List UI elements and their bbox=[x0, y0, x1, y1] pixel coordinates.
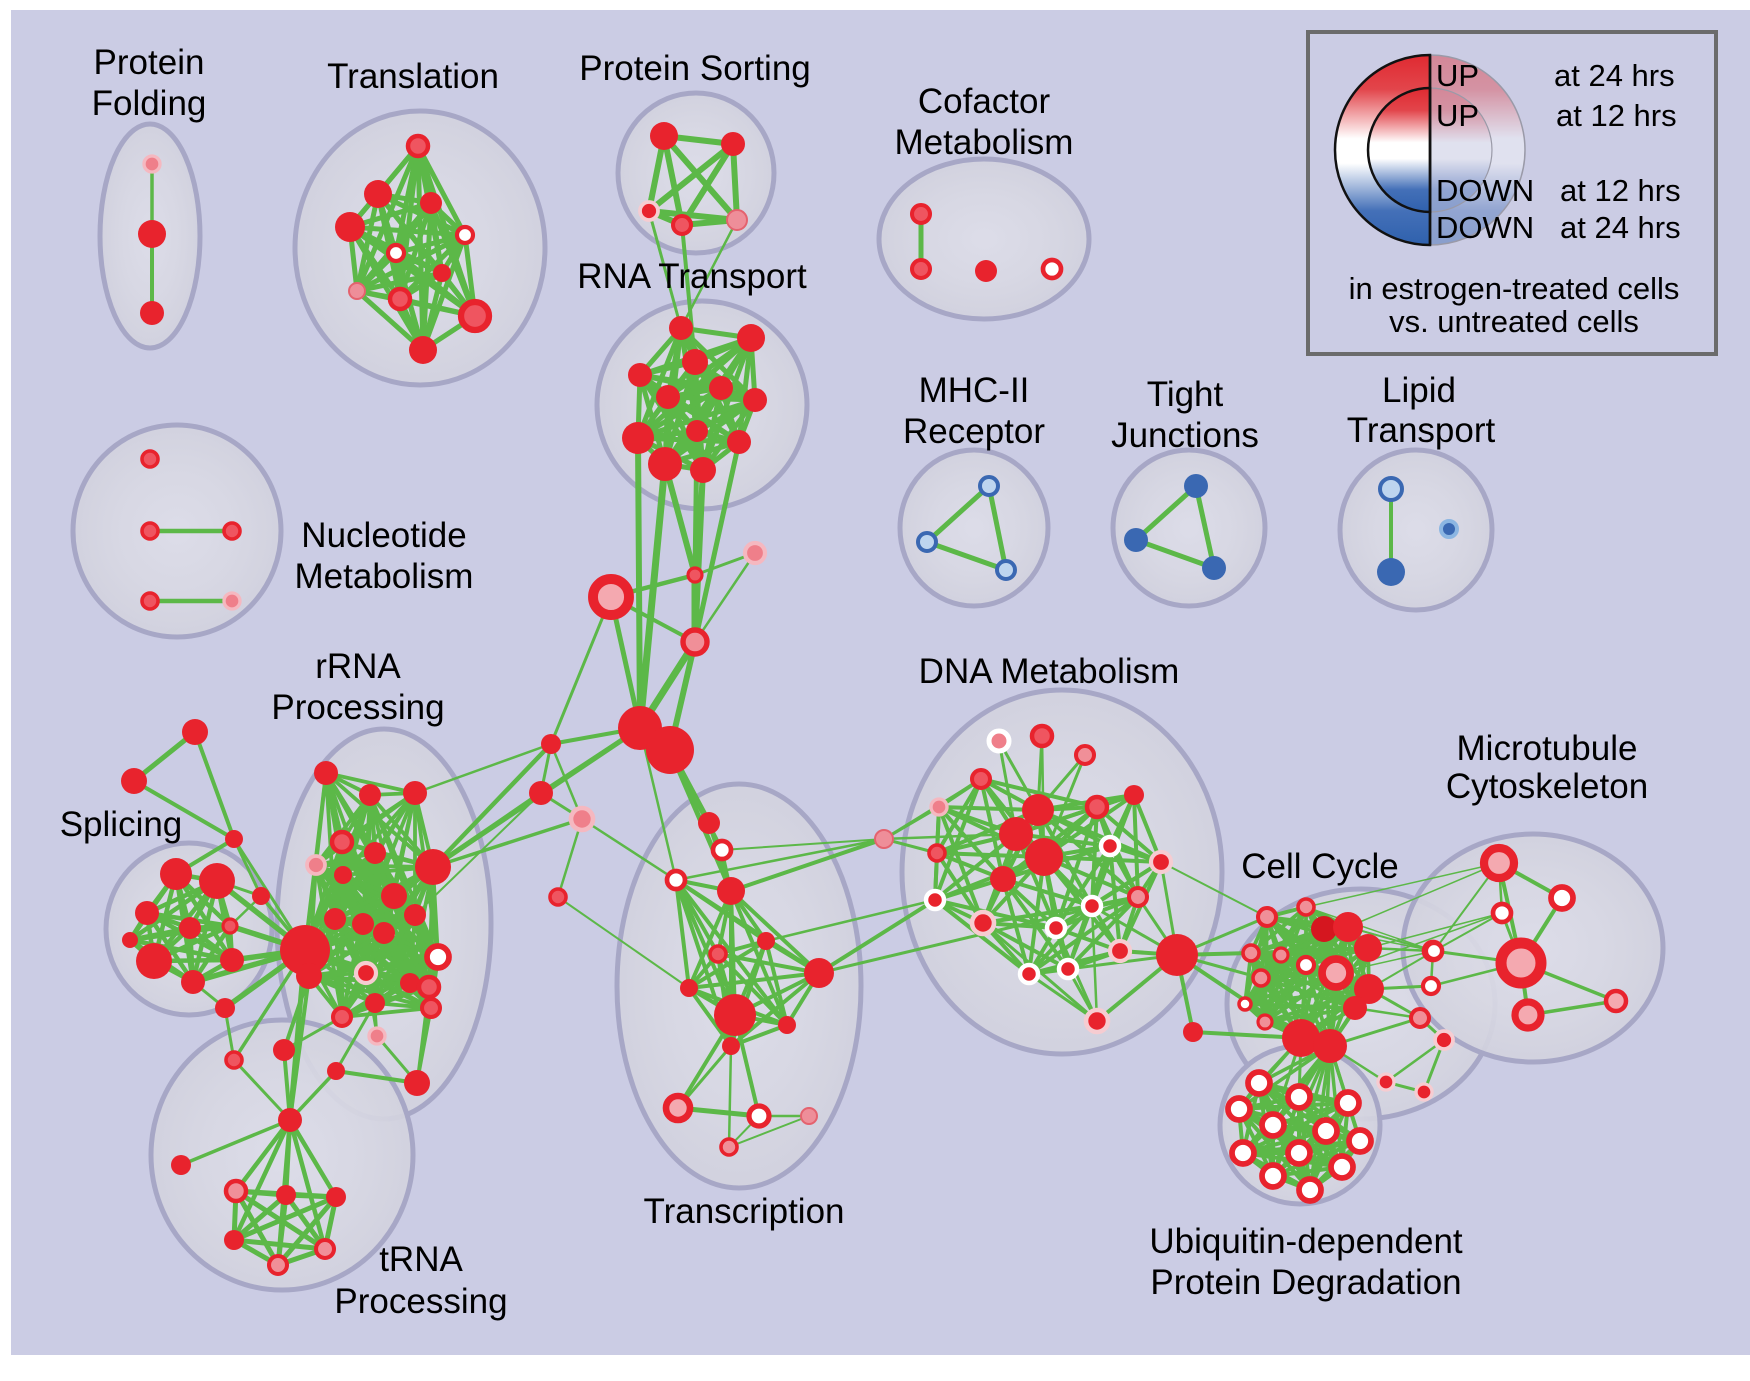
svg-text:Processing: Processing bbox=[271, 688, 444, 727]
svg-text:Metabolism: Metabolism bbox=[295, 557, 474, 596]
svg-text:at 12 hrs: at 12 hrs bbox=[1556, 98, 1677, 133]
svg-text:Splicing: Splicing bbox=[60, 805, 183, 844]
svg-text:DOWN: DOWN bbox=[1436, 173, 1534, 208]
svg-text:Protein Sorting: Protein Sorting bbox=[579, 49, 811, 88]
svg-text:Lipid: Lipid bbox=[1382, 371, 1456, 410]
svg-text:DOWN: DOWN bbox=[1436, 210, 1534, 245]
svg-text:Transport: Transport bbox=[1347, 411, 1496, 450]
svg-text:tRNA: tRNA bbox=[379, 1240, 463, 1279]
svg-text:rRNA: rRNA bbox=[315, 647, 401, 686]
svg-text:Translation: Translation bbox=[327, 57, 499, 96]
svg-text:DNA Metabolism: DNA Metabolism bbox=[919, 652, 1180, 691]
svg-text:Cofactor: Cofactor bbox=[918, 82, 1051, 121]
svg-text:Ubiquitin-dependent: Ubiquitin-dependent bbox=[1149, 1222, 1463, 1261]
svg-text:MHC-II: MHC-II bbox=[919, 371, 1030, 410]
svg-text:Nucleotide: Nucleotide bbox=[301, 516, 466, 555]
svg-text:Microtubule: Microtubule bbox=[1457, 729, 1638, 768]
svg-text:Processing: Processing bbox=[334, 1282, 507, 1321]
svg-text:Protein: Protein bbox=[94, 43, 205, 82]
svg-text:Cytoskeleton: Cytoskeleton bbox=[1446, 767, 1648, 806]
svg-text:at 24 hrs: at 24 hrs bbox=[1554, 58, 1675, 93]
svg-text:UP: UP bbox=[1436, 58, 1479, 93]
svg-text:Folding: Folding bbox=[92, 84, 207, 123]
svg-text:Receptor: Receptor bbox=[903, 412, 1045, 451]
svg-text:RNA Transport: RNA Transport bbox=[577, 257, 807, 296]
svg-text:at 24 hrs: at 24 hrs bbox=[1560, 210, 1681, 245]
svg-text:Junctions: Junctions bbox=[1111, 416, 1259, 455]
svg-text:UP: UP bbox=[1436, 98, 1479, 133]
svg-text:at 12 hrs: at 12 hrs bbox=[1560, 173, 1681, 208]
svg-text:Cell Cycle: Cell Cycle bbox=[1241, 847, 1399, 886]
svg-text:Protein Degradation: Protein Degradation bbox=[1150, 1263, 1461, 1302]
svg-text:Transcription: Transcription bbox=[644, 1192, 845, 1231]
svg-text:Tight: Tight bbox=[1147, 375, 1224, 414]
svg-text:in estrogen-treated cells: in estrogen-treated cells bbox=[1349, 271, 1680, 306]
svg-text:vs. untreated cells: vs. untreated cells bbox=[1389, 304, 1639, 339]
svg-text:Metabolism: Metabolism bbox=[895, 123, 1074, 162]
